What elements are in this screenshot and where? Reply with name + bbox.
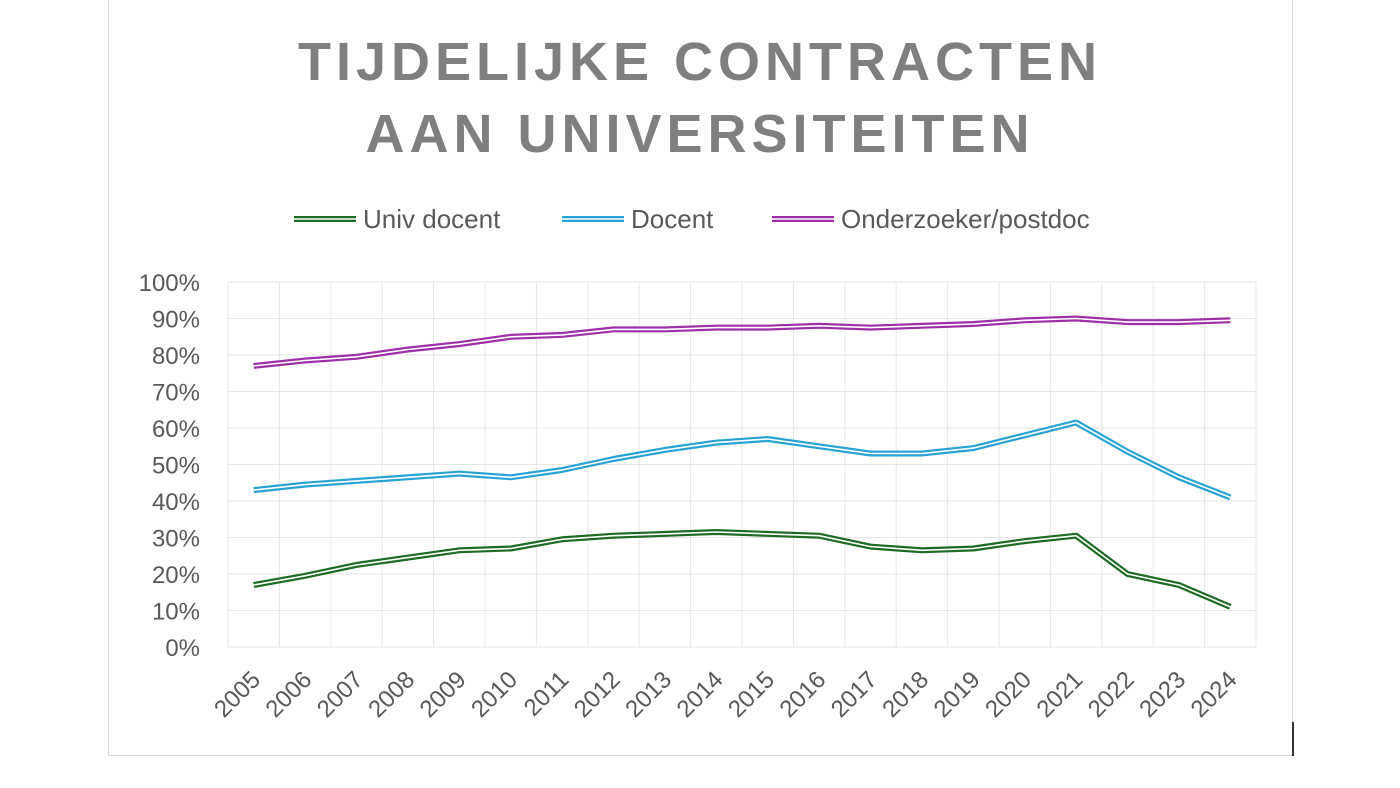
y-tick-label: 90% xyxy=(152,307,200,334)
x-tick-label: 2014 xyxy=(672,666,729,723)
x-tick-label: 2022 xyxy=(1083,666,1140,723)
series-line-inner-univ-docent xyxy=(253,531,1231,608)
series-line-inner-docent xyxy=(253,421,1231,499)
x-tick-label: 2005 xyxy=(209,666,266,723)
x-tick-label: 2012 xyxy=(569,666,626,723)
x-tick-label: 2007 xyxy=(312,666,369,723)
legend-label: Docent xyxy=(631,204,714,234)
x-tick-label: 2008 xyxy=(363,666,420,723)
series-univ-docent xyxy=(253,529,1232,610)
y-tick-label: 10% xyxy=(152,599,200,626)
y-tick-label: 0% xyxy=(165,635,200,662)
x-tick-label: 2024 xyxy=(1186,666,1243,723)
x-tick-label: 2023 xyxy=(1134,666,1191,723)
x-tick-label: 2015 xyxy=(723,666,780,723)
y-tick-label: 70% xyxy=(152,380,200,407)
x-tick-label: 2020 xyxy=(980,666,1037,723)
x-tick-label: 2010 xyxy=(466,666,523,723)
x-tick-label: 2009 xyxy=(415,666,472,723)
series-line-inner-onderzoeker-postdoc xyxy=(253,317,1231,367)
legend-label: Onderzoeker/postdoc xyxy=(841,204,1090,234)
x-axis: 2005200620072008200920102011201220132014… xyxy=(209,666,1242,723)
x-tick-label: 2017 xyxy=(826,666,883,723)
x-tick-label: 2019 xyxy=(929,666,986,723)
x-tick-label: 2011 xyxy=(519,666,575,722)
y-tick-label: 100% xyxy=(139,270,200,297)
x-tick-label: 2013 xyxy=(620,666,677,723)
y-tick-label: 60% xyxy=(152,416,200,443)
series-docent xyxy=(253,419,1232,501)
chart-title-line-1: TIJDELIJKE CONTRACTEN xyxy=(298,32,1102,92)
chart-legend: Univ docent Docent Onderzoeker/postdoc xyxy=(294,204,1090,234)
legend-item-docent: Docent xyxy=(562,204,714,234)
y-tick-label: 20% xyxy=(152,562,200,589)
legend-item-onderzoeker-postdoc: Onderzoeker/postdoc xyxy=(772,204,1090,234)
legend-item-univ-docent: Univ docent xyxy=(294,204,501,234)
x-tick-label: 2021 xyxy=(1031,666,1088,723)
chart-grid xyxy=(227,281,1257,648)
y-tick-label: 80% xyxy=(152,343,200,370)
x-tick-label: 2006 xyxy=(260,666,317,723)
legend-label: Univ docent xyxy=(363,204,501,234)
frame-edge-mark xyxy=(1292,722,1294,756)
chart-series xyxy=(253,315,1232,610)
y-axis: 0% 10% 20% 30% 40% 50% 60% 70% 80% 90% 100% xyxy=(139,270,200,662)
chart-title-line-2: AAN UNIVERSITEITEN xyxy=(365,104,1034,164)
chart-frame xyxy=(108,0,1293,756)
x-tick-label: 2018 xyxy=(877,666,934,723)
series-onderzoeker-postdoc xyxy=(253,315,1231,369)
x-tick-label: 2016 xyxy=(774,666,831,723)
y-tick-label: 50% xyxy=(152,453,200,480)
y-tick-label: 40% xyxy=(152,489,200,516)
y-tick-label: 30% xyxy=(152,526,200,553)
chart-title: TIJDELIJKE CONTRACTEN AAN UNIVERSITEITEN xyxy=(298,32,1102,164)
